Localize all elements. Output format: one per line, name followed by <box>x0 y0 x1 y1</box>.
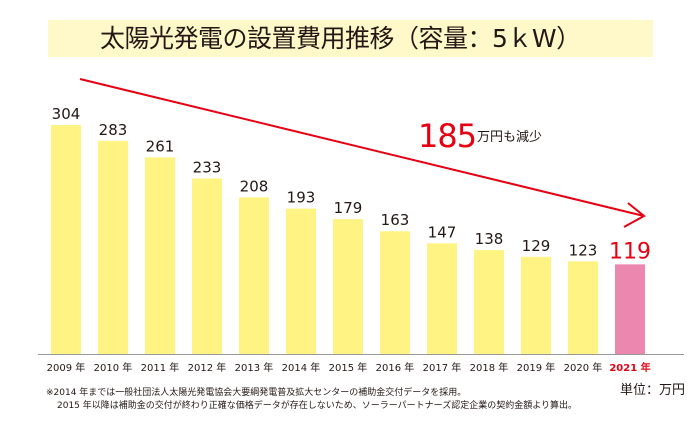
data-label: 304 <box>52 105 81 123</box>
bar-2009 <box>51 125 81 354</box>
data-label: 129 <box>522 237 551 255</box>
title-banner <box>48 20 653 57</box>
data-labels-group: 304 283 261 233 208 193 179 163 147 138 129 123 119 <box>52 105 651 264</box>
x-tick-label: 2021 年 <box>609 361 650 374</box>
footnote-1: ※2014 年までは一般社団法人太陽光発電協会大要綱発電普及拡大センターの補助金… <box>46 388 467 398</box>
bar-2013 <box>239 197 269 354</box>
x-tick-label: 2009 年 <box>47 361 86 374</box>
x-tick-label: 2010 年 <box>94 361 133 374</box>
trend-arrow <box>79 78 646 228</box>
x-tick-label: 2014 年 <box>282 361 321 374</box>
x-tick-label: 2013 年 <box>235 361 274 374</box>
x-tick-label: 2018 年 <box>470 361 509 374</box>
bar-2011 <box>145 157 175 354</box>
arrow-head <box>623 202 646 228</box>
data-label: 193 <box>287 189 316 207</box>
bar-2010 <box>98 140 128 354</box>
data-label: 163 <box>381 211 410 229</box>
bar-2017 <box>427 243 457 354</box>
bar-2021 <box>615 264 645 354</box>
bar-2012 <box>192 178 222 354</box>
bar-2014 <box>286 208 316 354</box>
data-label: 261 <box>146 137 175 155</box>
x-tick-label: 2016 年 <box>376 361 415 374</box>
data-label: 138 <box>475 230 504 248</box>
x-tick-labels-group: 2009 年 2010 年 2011 年 2012 年 2013 年 2014 年 2015… <box>47 361 651 374</box>
x-tick-label: 2012 年 <box>188 361 227 374</box>
arrow-shaft <box>79 78 645 217</box>
annotation-text: 万円も減少 <box>477 129 542 145</box>
data-label: 233 <box>193 158 222 176</box>
annotation-value: 185 <box>418 117 476 155</box>
x-tick-label: 2011 年 <box>141 361 180 374</box>
bar-2015 <box>333 219 363 354</box>
bar-2018 <box>474 250 504 354</box>
bar-2020 <box>568 261 598 354</box>
x-tick-label: 2019 年 <box>517 361 556 374</box>
data-label: 123 <box>569 241 598 259</box>
bars-group <box>51 125 645 354</box>
data-label: 283 <box>99 121 128 139</box>
chart-title: 太陽光発電の設置費用推移（容量：5ｋW） <box>100 24 581 53</box>
bar-2019 <box>521 256 551 354</box>
x-tick-label: 2020 年 <box>564 361 603 374</box>
footnote-2: 2015 年以降は補助金の交付が終わり正確な価格データが存在しないため、ソーラー… <box>57 401 578 411</box>
bar-2016 <box>380 231 410 354</box>
data-label: 119 <box>609 239 651 264</box>
x-tick-label: 2015 年 <box>329 361 368 374</box>
unit-label: 単位：万円 <box>620 383 686 398</box>
data-label: 208 <box>240 177 269 195</box>
x-tick-label: 2017 年 <box>423 361 462 374</box>
data-label: 179 <box>334 199 363 217</box>
data-label: 147 <box>428 223 457 241</box>
